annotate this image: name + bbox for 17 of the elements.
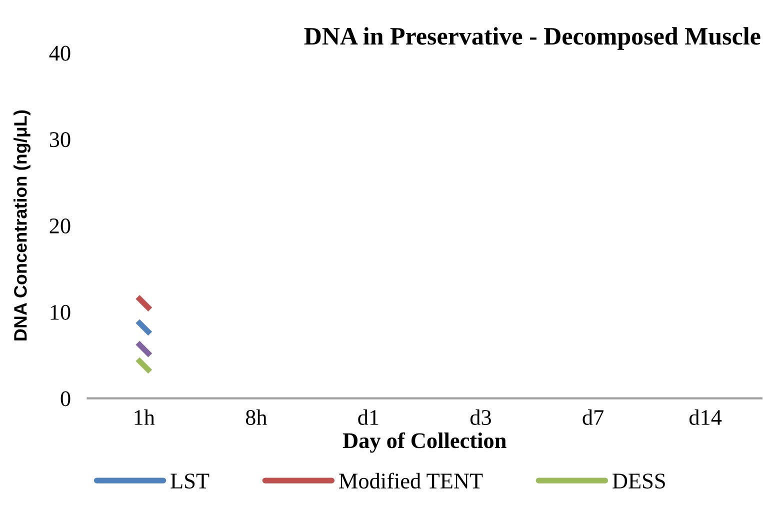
y-tick-label: 20 bbox=[50, 218, 70, 234]
x-tick-label: d1 bbox=[358, 409, 378, 426]
legend-label: Modified TENT bbox=[339, 472, 483, 489]
y-tick-label: 10 bbox=[50, 304, 70, 320]
x-axis-title: Day of Collection bbox=[342, 432, 506, 453]
y-tick-label: 30 bbox=[50, 132, 70, 148]
x-tick-label: 8h bbox=[246, 409, 267, 426]
legend-label: DESS bbox=[612, 474, 665, 489]
x-tick-label: d3 bbox=[470, 409, 491, 426]
y-tick-label: 40 bbox=[49, 46, 70, 61]
x-tick-label: 1h bbox=[134, 409, 155, 425]
x-tick-label: d7 bbox=[582, 409, 604, 426]
legend-label: LST bbox=[170, 474, 210, 489]
y-tick-label: 0 bbox=[60, 391, 70, 406]
chart-title: DNA in Preservative - Decomposed Muscle bbox=[304, 27, 760, 50]
y-axis-title: DNA Concentration (ng/μL) bbox=[14, 110, 30, 340]
x-tick-label: d14 bbox=[689, 409, 722, 426]
